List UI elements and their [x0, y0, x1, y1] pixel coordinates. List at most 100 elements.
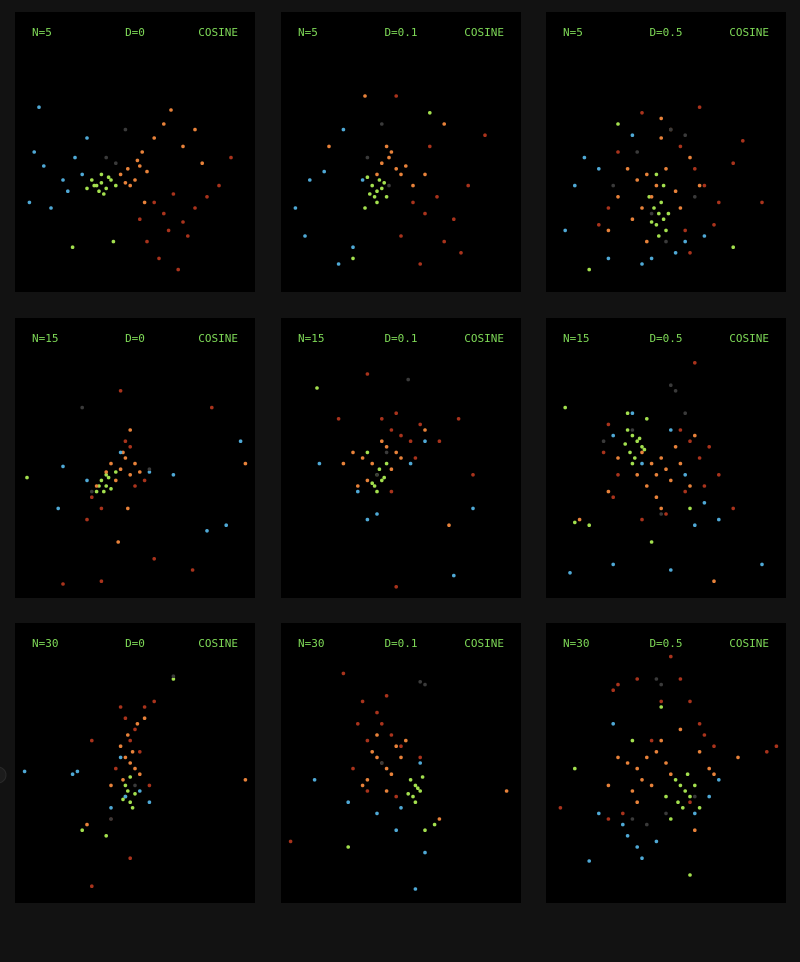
point [635, 845, 639, 849]
point [616, 755, 620, 760]
point [678, 461, 683, 466]
point [669, 772, 673, 776]
point [97, 189, 101, 193]
point [152, 200, 156, 205]
point [375, 811, 379, 816]
point [688, 251, 692, 255]
point [123, 755, 128, 760]
point [630, 133, 635, 137]
point [399, 234, 403, 238]
point [384, 789, 389, 793]
point [384, 445, 389, 449]
point [654, 839, 659, 844]
point [380, 186, 384, 191]
point [413, 456, 418, 460]
point [312, 778, 317, 782]
point [568, 571, 572, 575]
point [171, 192, 176, 196]
point [389, 150, 394, 154]
point [649, 540, 654, 544]
scroll-button[interactable] [0, 766, 7, 784]
point [664, 239, 668, 244]
point [32, 150, 36, 154]
point [104, 473, 108, 477]
point [697, 806, 702, 810]
point [365, 517, 370, 522]
point [654, 223, 659, 227]
point [712, 744, 716, 748]
panel-label: N=5 [563, 26, 583, 39]
point [341, 127, 346, 132]
point [678, 783, 683, 788]
point [483, 133, 487, 137]
point [693, 794, 697, 799]
point [181, 144, 185, 149]
point [365, 372, 370, 376]
point [616, 473, 620, 477]
point [666, 211, 671, 216]
point [437, 439, 442, 444]
panel-background [281, 12, 521, 292]
point [142, 716, 147, 720]
point [360, 699, 365, 704]
point [418, 422, 423, 427]
point [382, 475, 387, 480]
point [380, 761, 384, 765]
point [642, 447, 647, 452]
point [760, 200, 764, 205]
point [363, 94, 367, 98]
point [399, 433, 403, 438]
point [741, 139, 745, 143]
point [563, 228, 567, 233]
point [635, 150, 639, 154]
panel-label: N=15 [32, 332, 59, 345]
point [380, 417, 384, 421]
point [118, 389, 123, 393]
point [688, 484, 692, 488]
point [322, 169, 327, 174]
point [111, 239, 116, 244]
point [616, 150, 620, 154]
panel-label: N=15 [298, 332, 325, 345]
point [123, 783, 128, 788]
point [707, 445, 711, 449]
point [399, 755, 403, 760]
point [587, 859, 591, 863]
point [611, 562, 615, 567]
panel-label: N=30 [563, 637, 590, 650]
point [640, 262, 644, 266]
point [693, 811, 697, 816]
point [702, 733, 707, 737]
point [133, 461, 137, 466]
panel-label: COSINE [198, 332, 238, 345]
point [118, 755, 123, 760]
point [659, 512, 663, 516]
point [683, 228, 687, 233]
point [126, 789, 130, 793]
point [697, 183, 702, 188]
point [418, 680, 423, 684]
point [375, 755, 379, 760]
point [437, 817, 442, 821]
point [380, 439, 384, 444]
point [90, 738, 94, 743]
panel-label: N=5 [32, 26, 52, 39]
point [640, 856, 644, 860]
point [128, 445, 132, 449]
point [669, 817, 673, 821]
point [645, 172, 649, 177]
point [635, 473, 639, 477]
point [456, 417, 461, 421]
point [688, 155, 692, 160]
point [42, 164, 46, 168]
point [365, 175, 370, 179]
point [688, 873, 692, 877]
point [693, 433, 697, 438]
point [702, 183, 707, 188]
point [678, 677, 683, 681]
point [688, 699, 692, 704]
panel-label: COSINE [729, 332, 769, 345]
point [606, 489, 611, 494]
point [673, 251, 678, 255]
